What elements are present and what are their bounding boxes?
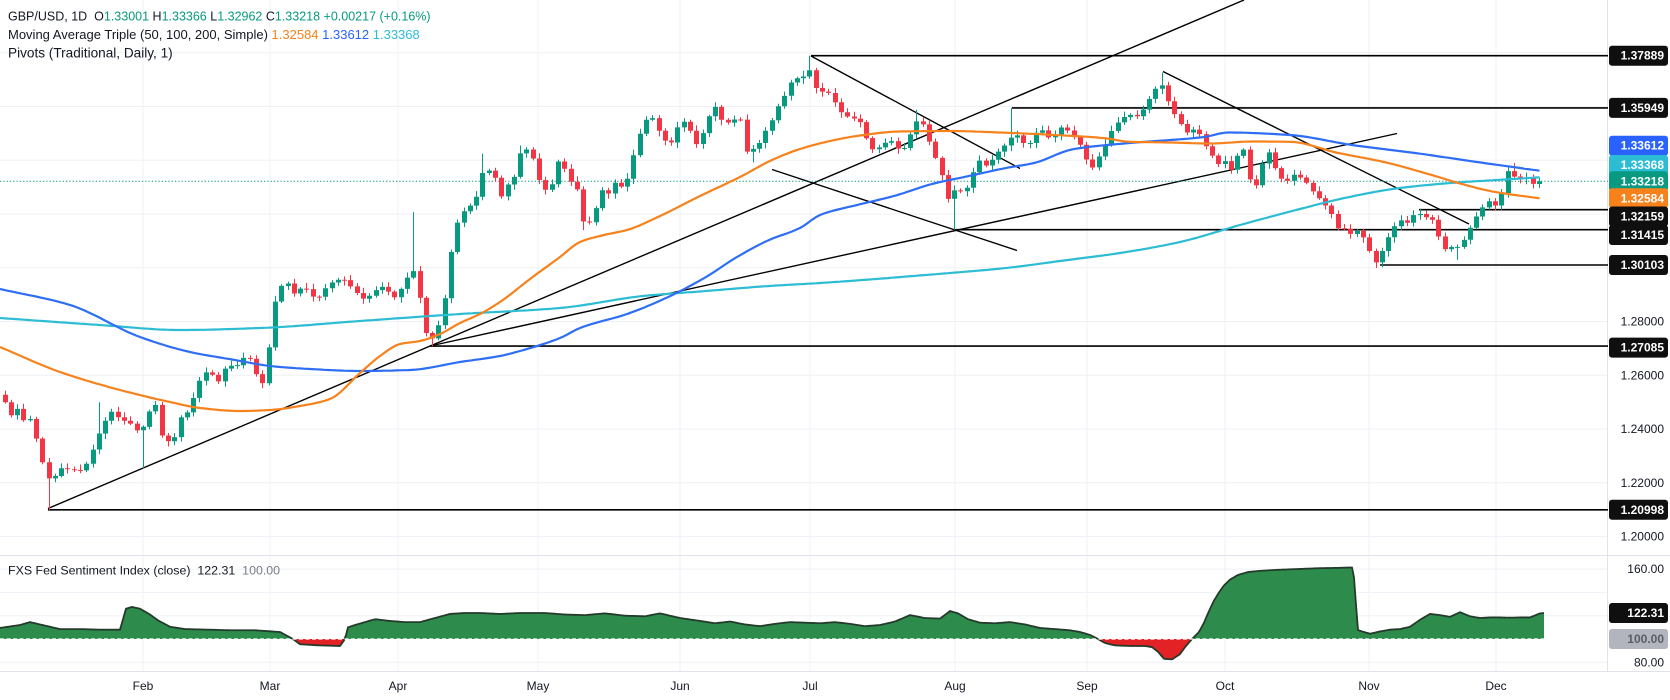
svg-text:Dec: Dec (1485, 679, 1506, 693)
svg-text:Mar: Mar (260, 679, 281, 693)
svg-text:Sep: Sep (1076, 679, 1098, 693)
svg-text:GBP/USD, 1D O1.33001 H1.33366: GBP/USD, 1D O1.33001 H1.33366 L1.32962 C… (8, 10, 431, 24)
svg-text:1.27085: 1.27085 (1621, 341, 1665, 355)
svg-text:1.32584: 1.32584 (1621, 191, 1665, 205)
svg-text:Oct: Oct (1216, 679, 1235, 693)
svg-text:Apr: Apr (389, 679, 408, 693)
svg-text:Nov: Nov (1358, 679, 1379, 693)
svg-text:FXS Fed Sentiment Index (close: FXS Fed Sentiment Index (close) 122.31 1… (8, 564, 280, 578)
svg-text:122.31: 122.31 (1627, 606, 1664, 620)
svg-text:1.33368: 1.33368 (1621, 158, 1665, 172)
svg-text:160.00: 160.00 (1627, 562, 1664, 576)
svg-text:Aug: Aug (944, 679, 965, 693)
svg-text:1.20000: 1.20000 (1621, 530, 1665, 544)
svg-text:1.35949: 1.35949 (1621, 101, 1665, 115)
svg-text:Feb: Feb (133, 679, 154, 693)
svg-text:100.00: 100.00 (1627, 632, 1664, 646)
svg-text:1.33612: 1.33612 (1621, 139, 1665, 153)
svg-text:Moving Average Triple (50, 100: Moving Average Triple (50, 100, 200, Sim… (8, 27, 420, 42)
svg-text:1.33218: 1.33218 (1621, 174, 1665, 188)
svg-text:Jun: Jun (670, 679, 689, 693)
svg-text:1.32159: 1.32159 (1621, 210, 1665, 224)
svg-text:May: May (527, 679, 550, 693)
svg-text:Jul: Jul (802, 679, 817, 693)
svg-text:80.00: 80.00 (1634, 655, 1664, 669)
svg-text:1.20998: 1.20998 (1621, 503, 1665, 517)
svg-text:1.30103: 1.30103 (1621, 258, 1665, 272)
svg-text:1.37889: 1.37889 (1621, 49, 1665, 63)
svg-text:1.26000: 1.26000 (1621, 368, 1665, 382)
svg-text:1.28000: 1.28000 (1621, 315, 1665, 329)
svg-text:1.22000: 1.22000 (1621, 476, 1665, 490)
svg-text:1.24000: 1.24000 (1621, 422, 1665, 436)
svg-text:1.31415: 1.31415 (1621, 228, 1665, 242)
svg-text:Pivots (Traditional, Daily, 1): Pivots (Traditional, Daily, 1) (8, 46, 173, 61)
